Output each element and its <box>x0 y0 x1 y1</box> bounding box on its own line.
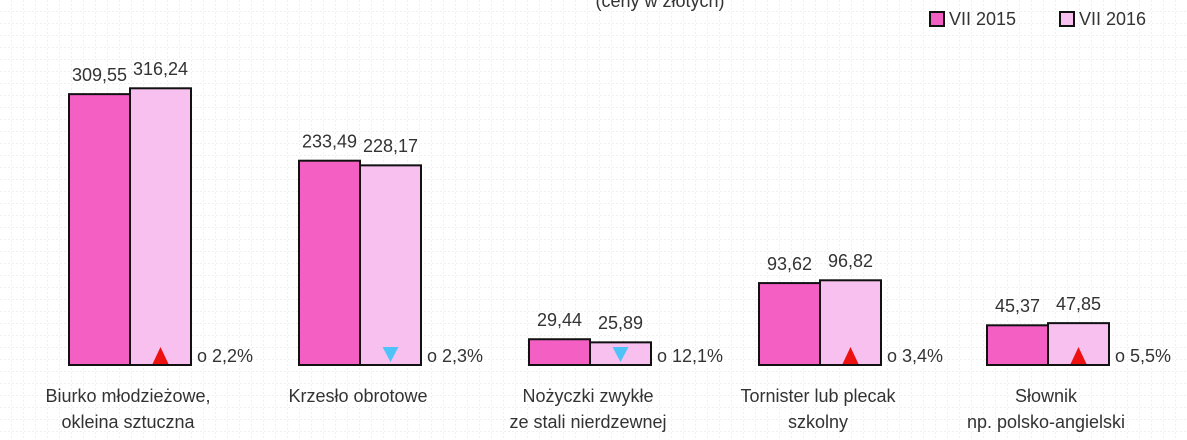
value-label: 228,17 <box>363 136 418 156</box>
x-tick-label: Biurko młodzieżowe, <box>45 386 210 406</box>
x-tick-label: Słownik <box>1015 386 1078 406</box>
bar <box>68 93 131 367</box>
bar <box>986 324 1049 366</box>
x-tick-label: ze stali nierdzewnej <box>509 412 666 432</box>
change-arrow <box>842 347 859 364</box>
change-arrow <box>382 347 399 362</box>
value-label: 47,85 <box>1056 294 1101 314</box>
bar <box>129 87 192 366</box>
change-annotation: o 5,5% <box>1115 346 1171 366</box>
value-label: 45,37 <box>995 296 1040 316</box>
value-label: 29,44 <box>537 310 582 330</box>
legend-label: VII 2016 <box>1079 9 1146 29</box>
value-label: 96,82 <box>828 251 873 271</box>
value-label: 233,49 <box>302 131 357 151</box>
change-annotation: o 2,2% <box>197 346 253 366</box>
x-tick-label: Tornister lub plecak <box>740 386 896 406</box>
legend-swatch <box>929 11 945 27</box>
change-arrow <box>152 347 169 364</box>
value-label: 309,55 <box>72 65 127 85</box>
x-tick-label: szkolny <box>788 412 848 432</box>
change-annotation: o 12,1% <box>657 346 723 366</box>
change-arrow <box>612 347 629 362</box>
bar <box>758 282 821 366</box>
x-tick-label: okleina sztuczna <box>61 412 195 432</box>
value-label: 93,62 <box>767 254 812 274</box>
change-arrow <box>1070 347 1087 364</box>
value-label: 316,24 <box>133 59 188 79</box>
value-label: 25,89 <box>598 313 643 333</box>
bar <box>528 338 591 366</box>
change-annotation: o 2,3% <box>427 346 483 366</box>
x-tick-label: Nożyczki zwykłe <box>522 386 653 406</box>
change-annotation: o 3,4% <box>887 346 943 366</box>
legend-swatch <box>1059 11 1075 27</box>
bar <box>298 159 361 366</box>
bar <box>359 164 422 366</box>
x-tick-label: Krzesło obrotowe <box>288 386 427 406</box>
x-tick-label: np. polsko-angielski <box>967 412 1125 432</box>
legend-label: VII 2015 <box>949 9 1016 29</box>
chart-subtitle: (ceny w złotych) <box>595 0 724 11</box>
